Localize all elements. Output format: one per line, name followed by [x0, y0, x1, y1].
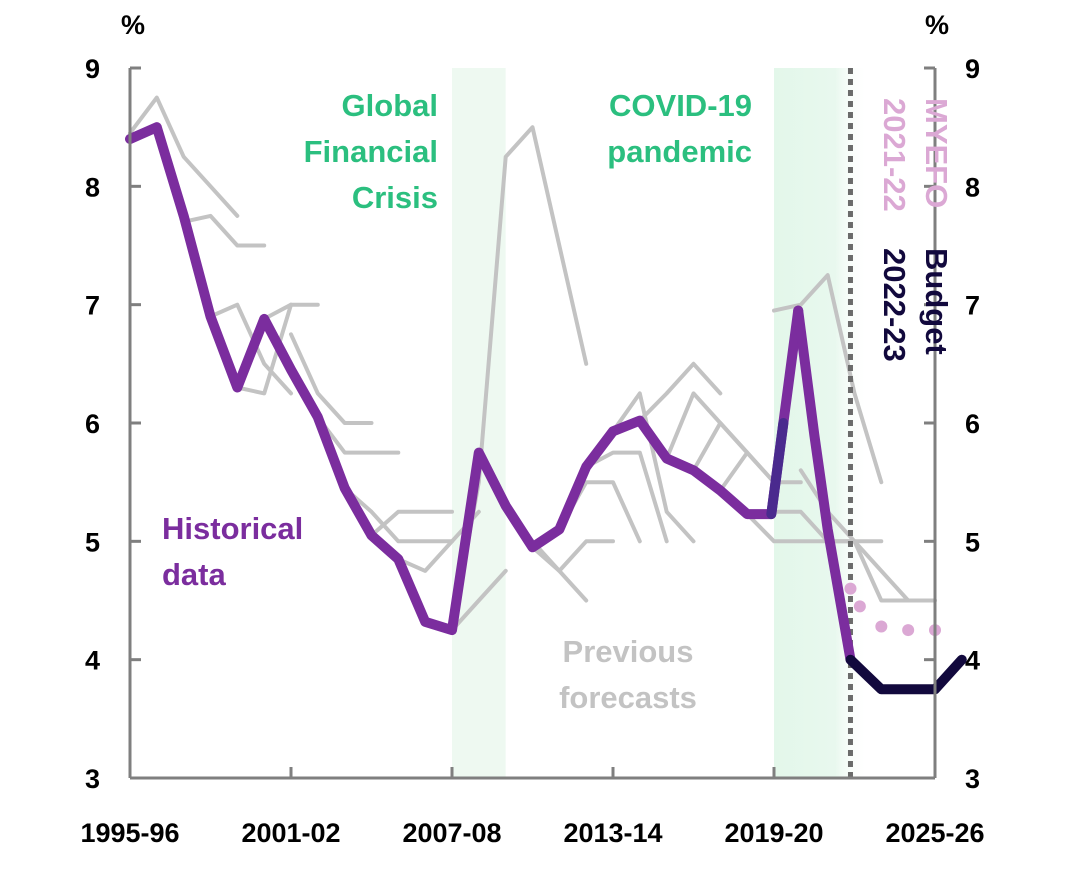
- y-tick-label-left: 3: [85, 764, 100, 794]
- y-tick-label-left: 4: [85, 646, 100, 676]
- gfc-label: Global: [342, 88, 438, 123]
- previous-forecast-line-9: [369, 509, 454, 538]
- main-series: [125, 68, 967, 778]
- previous-forecast-line-16: [584, 450, 669, 544]
- previous-forecast-line-3: [208, 302, 293, 396]
- previous-forecasts-label: Previous: [563, 634, 694, 669]
- myefo-label: 2021-22 MYEFO: [877, 98, 954, 212]
- y-tick-label-right: 4: [965, 646, 980, 676]
- previous-forecast-line-1: [128, 95, 240, 218]
- y-tick-label-left: 5: [85, 527, 100, 557]
- previous-forecast-line-14: [530, 539, 615, 573]
- budget-label: 2022-23 Budget: [877, 248, 954, 362]
- previous-forecast-line-6: [289, 332, 374, 425]
- gfc-shaded-band: [452, 68, 506, 778]
- historical-data-label: Historical: [162, 511, 303, 546]
- y-tick-label-right: 7: [965, 291, 980, 321]
- y-tick-label-left: 6: [85, 409, 100, 439]
- historical-spike-segment: [766, 418, 789, 520]
- historical-data-line: [125, 122, 804, 636]
- previous-forecast-line-11: [450, 568, 508, 633]
- previous-forecast-line-24: [772, 273, 884, 485]
- y-tick-label-right: 6: [965, 409, 980, 439]
- annotations: Global Financial Crisis COVID-19 pandemic His…: [162, 88, 954, 715]
- previous-forecast-line-8: [342, 486, 454, 544]
- myefo-point: [853, 600, 866, 613]
- y-tick-label-right: 8: [965, 172, 980, 202]
- previous-forecast-line-18: [637, 361, 723, 423]
- previous-forecast-line-5: [262, 302, 320, 321]
- budget-label-line: 2022-23: [877, 248, 912, 362]
- x-tick-label: 2001-02: [241, 818, 340, 848]
- shaded-periods: [452, 68, 868, 778]
- myefo-point: [844, 582, 857, 595]
- historical-tail-line: [793, 305, 856, 665]
- myefo-label-line: 2021-22: [877, 98, 912, 212]
- axes: 3 3 4 4 5 5 6 6 7 7 8 8 9 9% % 1995-96 2001-02 2007-08 201…: [80, 10, 984, 848]
- covid-label: pandemic: [607, 134, 752, 169]
- x-tick-label: 2013-14: [563, 818, 662, 848]
- previous-forecast-line-4: [235, 302, 293, 396]
- y-tick-label-left: 7: [85, 291, 100, 321]
- myefo-label-line: MYEFO: [919, 98, 954, 208]
- previous-forecast-line-7: [315, 415, 401, 455]
- gfc-label: Crisis: [352, 180, 438, 215]
- y-tick-label-left: 9: [85, 54, 100, 84]
- previous-forecast-lines: [128, 95, 937, 633]
- previous-forecasts-label: forecasts: [559, 680, 697, 715]
- y-unit-right: %: [925, 10, 949, 40]
- previous-forecast-line-21: [718, 450, 803, 493]
- x-tick-label: 2007-08: [402, 818, 501, 848]
- covid-label: COVID-19: [609, 88, 752, 123]
- x-tick-label: 2025-26: [885, 818, 984, 848]
- previous-forecast-line-17: [611, 391, 696, 544]
- y-tick-label-right: 5: [965, 527, 980, 557]
- y-tick-label-right: 3: [965, 764, 980, 794]
- y-tick-label-left: 8: [85, 172, 100, 202]
- x-tick-label: 1995-96: [80, 818, 179, 848]
- historical-data-label: data: [162, 557, 227, 592]
- gfc-label: Financial: [304, 134, 438, 169]
- myefo-point: [875, 620, 888, 633]
- y-tick-label-right: 9: [965, 54, 980, 84]
- y-unit-left: %: [121, 10, 145, 40]
- x-tick-label: 2019-20: [724, 818, 823, 848]
- myefo-point: [902, 624, 915, 637]
- budget-label-line: Budget: [919, 248, 954, 355]
- budget-2022-23-line: [845, 654, 967, 695]
